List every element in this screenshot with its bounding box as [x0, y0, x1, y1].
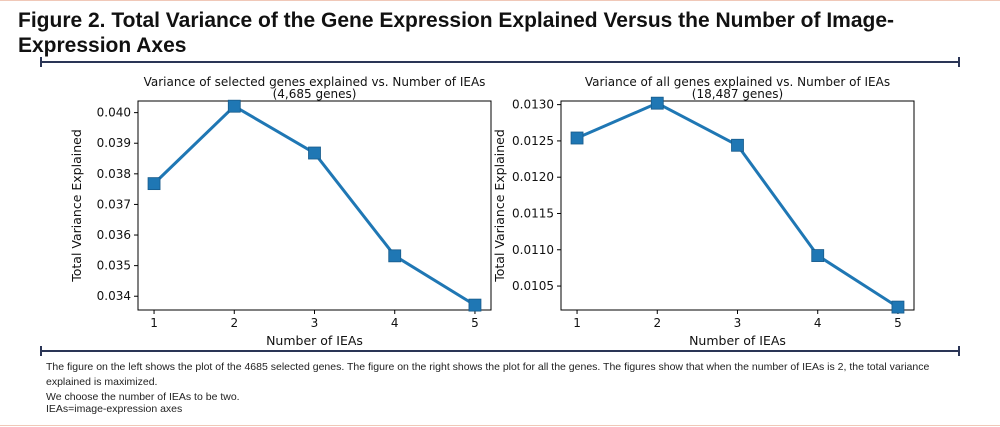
- figure-caption: The figure on the left shows the plot of…: [46, 360, 956, 405]
- top-divider: [40, 57, 960, 67]
- y-tick-label: 0.0110: [512, 243, 554, 257]
- figure-title-line-1: Figure 2. Total Variance of the Gene Exp…: [18, 9, 895, 32]
- data-point-marker: [227, 99, 241, 113]
- y-tick-label: 0.039: [97, 136, 131, 150]
- y-tick-label: 0.038: [97, 167, 131, 181]
- chart-title: Variance of selected genes explained vs.…: [144, 75, 486, 89]
- figure-title-line-2: Expression Axes: [18, 34, 187, 57]
- figure-title: Figure 2. Total Variance of the Gene Exp…: [18, 8, 978, 58]
- x-tick-label: 4: [814, 316, 822, 330]
- data-point-marker: [891, 300, 905, 314]
- caption-line-2: We choose the number of IEAs to be two.: [46, 391, 240, 403]
- data-point-marker: [570, 131, 584, 145]
- frame-bottom-border: [0, 425, 1000, 426]
- y-tick-label: 0.0105: [512, 279, 554, 293]
- y-tick-label: 0.034: [97, 289, 131, 303]
- data-point-marker: [388, 249, 402, 263]
- data-point-marker: [731, 138, 744, 152]
- x-tick-label: 3: [734, 316, 742, 330]
- x-tick-label: 4: [391, 316, 399, 330]
- data-point-marker: [147, 177, 161, 191]
- y-tick-label: 0.0130: [512, 98, 554, 112]
- series-line: [153, 104, 476, 307]
- chart-subtitle: (18,487 genes): [692, 87, 783, 101]
- x-axis-label: Number of IEAs: [689, 333, 786, 348]
- x-tick-label: 5: [894, 316, 902, 330]
- x-tick-label: 1: [573, 316, 581, 330]
- figure-charts: Variance of selected genes explained vs.…: [69, 75, 915, 348]
- chart-2: Variance of all genes explained vs. Numb…: [492, 75, 915, 348]
- plot-area-frame: [560, 100, 915, 311]
- data-point-marker: [468, 298, 482, 312]
- caption-line-1: The figure on the left shows the plot of…: [46, 361, 930, 388]
- y-axis-label: Total Variance Explained: [492, 129, 507, 283]
- x-axis-label: Number of IEAs: [266, 333, 363, 348]
- y-tick-label: 0.035: [97, 259, 131, 273]
- x-tick-label: 1: [150, 316, 158, 330]
- chart-subtitle: (4,685 genes): [273, 87, 357, 101]
- y-tick-label: 0.0115: [512, 206, 554, 220]
- plot-area-frame: [137, 100, 492, 311]
- y-tick-label: 0.036: [97, 228, 131, 242]
- data-point-marker: [811, 249, 825, 262]
- y-tick-label: 0.037: [97, 197, 131, 211]
- chart-title: Variance of all genes explained vs. Numb…: [585, 75, 890, 89]
- y-tick-label: 0.0120: [512, 170, 554, 184]
- y-tick-label: 0.040: [97, 106, 131, 120]
- abbreviation-note: IEAs=image-expression axes: [46, 403, 183, 415]
- y-axis-label: Total Variance Explained: [69, 129, 84, 283]
- data-point-marker: [308, 146, 321, 160]
- x-tick-label: 3: [311, 316, 319, 330]
- x-tick-label: 2: [653, 316, 661, 330]
- series-line: [576, 101, 899, 309]
- data-point-marker: [650, 96, 664, 110]
- y-tick-label: 0.0125: [512, 134, 554, 148]
- frame-top-border: [0, 0, 1000, 1]
- chart-1: Variance of selected genes explained vs.…: [69, 75, 492, 348]
- x-tick-label: 2: [230, 316, 238, 330]
- bottom-divider: [40, 346, 960, 356]
- x-tick-label: 5: [471, 316, 479, 330]
